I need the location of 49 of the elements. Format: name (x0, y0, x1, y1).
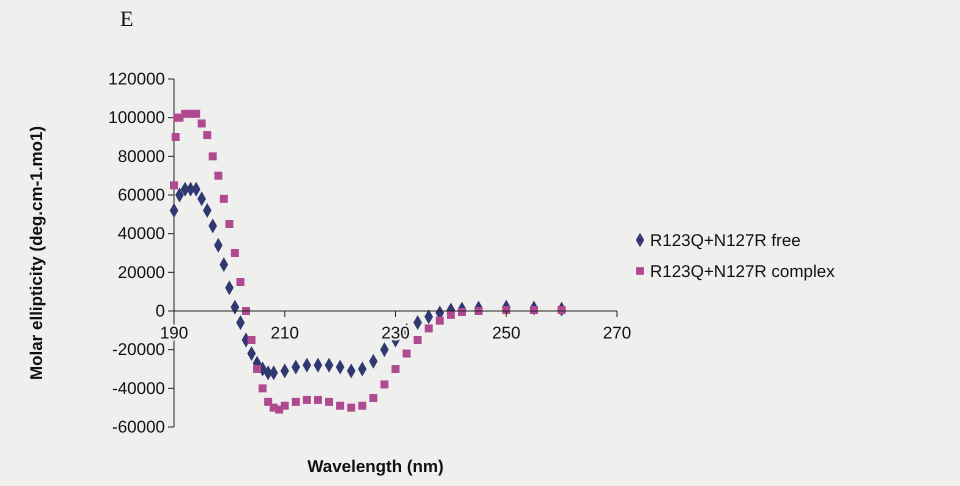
point (172, 133, 180, 141)
x-tick-label: 210 (270, 324, 299, 343)
point (225, 220, 234, 228)
point (258, 384, 267, 392)
point (264, 398, 272, 406)
point (358, 402, 366, 410)
x-tick-label: 270 (602, 324, 632, 343)
point (314, 396, 322, 404)
y-tick-label: -60000 (112, 417, 165, 436)
legend-label: R123Q+N127R free (650, 231, 801, 250)
point (347, 404, 356, 412)
legend-label: R123Q+N127R complex (650, 262, 836, 281)
point (236, 278, 244, 286)
point (253, 365, 262, 373)
point (248, 336, 256, 344)
y-tick-label: 120000 (108, 69, 165, 88)
y-tick-label: 20000 (118, 262, 165, 282)
point (336, 402, 344, 410)
y-tick-label: 0 (156, 301, 165, 320)
point (214, 172, 222, 180)
y-tick-label: 60000 (118, 185, 165, 204)
point (208, 152, 217, 160)
point (302, 396, 311, 404)
point (192, 110, 200, 118)
point (230, 249, 239, 257)
point (369, 394, 378, 402)
point (325, 398, 334, 406)
y-axis-title: Molar ellipticity (deg.cm-1.mo1) (27, 126, 46, 380)
y-tick-label: 40000 (118, 224, 165, 244)
y-tick-label: -40000 (112, 378, 165, 398)
point (203, 131, 212, 140)
point (292, 398, 300, 406)
y-tick-label: -20000 (112, 340, 165, 360)
x-tick-label: 250 (492, 324, 520, 343)
point (392, 365, 400, 373)
chart-title: E (120, 6, 134, 31)
y-tick-label: 80000 (118, 146, 165, 166)
point (402, 350, 411, 358)
point (198, 119, 206, 128)
point (446, 310, 455, 319)
y-tick-label: 100000 (108, 108, 165, 128)
point (170, 181, 178, 190)
point (220, 194, 228, 203)
point (424, 324, 433, 332)
point (414, 336, 422, 344)
point (380, 380, 388, 388)
point (436, 316, 444, 325)
x-axis-title: Wavelength (nm) (307, 457, 444, 476)
point (280, 402, 289, 410)
